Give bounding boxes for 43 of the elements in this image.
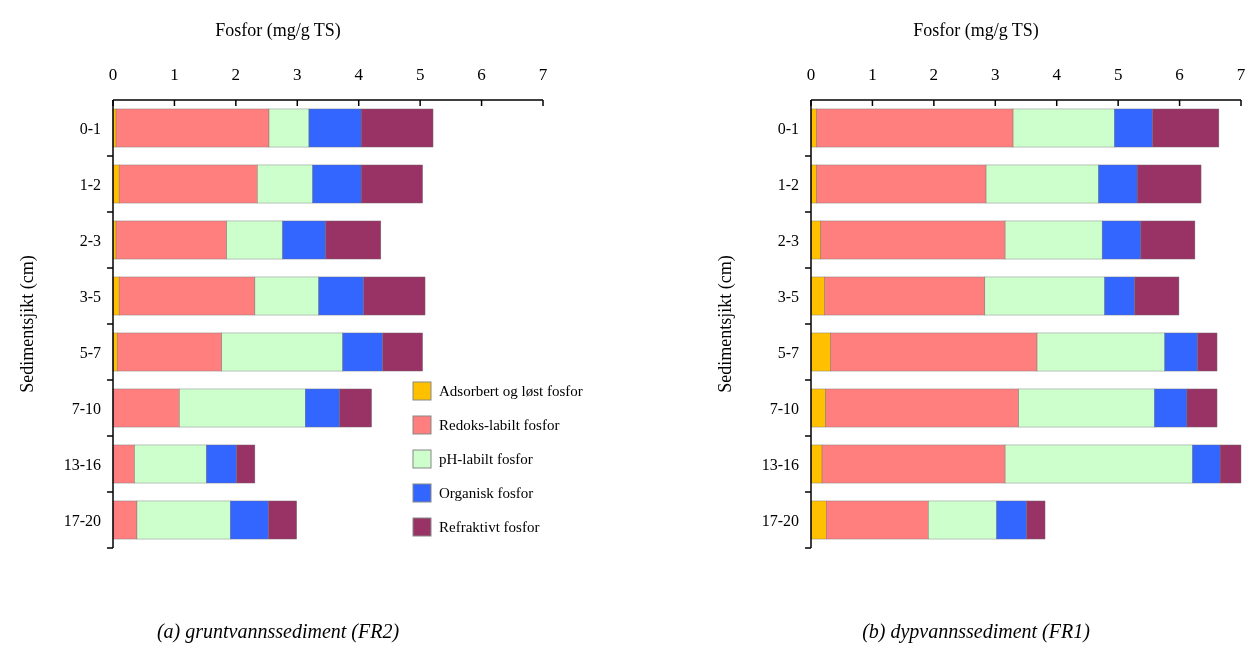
legend-label: Refraktivt fosfor: [439, 519, 540, 535]
y-tick-label: 2-3: [79, 232, 101, 249]
y-tick-label: 17-20: [761, 512, 799, 529]
y-axis-title: Sedimentsjikt (cm): [17, 255, 38, 393]
y-axis-title: Sedimentsjikt (cm): [715, 255, 736, 393]
x-tick-label: 7: [1236, 65, 1246, 84]
y-tick-label: 1-2: [777, 176, 799, 193]
x-tick-label: 5: [1113, 65, 1123, 84]
legend-label: Redoks-labilt fosfor: [439, 417, 560, 433]
x-tick-label: 1: [170, 65, 179, 84]
legend-label: Adsorbert og løst fosfor: [439, 383, 583, 399]
text: (a) gruntvannssediment (FR2): [156, 620, 400, 643]
chart-title: Fosfor (mg/g TS): [913, 20, 1039, 41]
x-tick-label: 5: [415, 65, 425, 84]
text: (b) dypvannssediment (FR1): [862, 620, 1091, 643]
y-tick-label: 17-20: [63, 512, 101, 529]
x-tick-label: 6: [1175, 65, 1184, 84]
x-tick-label: 4: [1052, 65, 1062, 84]
y-tick-label: 3-5: [79, 288, 101, 305]
x-tick-label: 0: [806, 65, 816, 84]
y-tick-label: 3-5: [777, 288, 799, 305]
x-tick-label: 1: [868, 65, 877, 84]
y-tick-label: 13-16: [63, 456, 101, 473]
y-tick-label: 2-3: [777, 232, 799, 249]
x-tick-label: 2: [231, 65, 241, 84]
chart-title: Fosfor (mg/g TS): [215, 20, 341, 41]
x-tick-label: 2: [929, 65, 939, 84]
x-tick-label: 0: [108, 65, 118, 84]
y-tick-label: 13-16: [761, 456, 799, 473]
y-tick-label: 0-1: [79, 120, 101, 137]
y-tick-label: 1-2: [79, 176, 101, 193]
y-tick-label: 5-7: [79, 344, 101, 361]
x-tick-label: 6: [477, 65, 486, 84]
y-tick-label: 7-10: [71, 400, 101, 417]
x-tick-label: 7: [538, 65, 548, 84]
x-tick-label: 4: [354, 65, 364, 84]
x-tick-label: 3: [293, 65, 302, 84]
legend-label: pH-labilt fosfor: [439, 451, 533, 467]
x-tick-label: 3: [991, 65, 1000, 84]
legend-label: Organisk fosfor: [439, 485, 534, 501]
y-tick-label: 5-7: [777, 344, 799, 361]
y-tick-label: 7-10: [769, 400, 799, 417]
y-tick-label: 0-1: [777, 120, 799, 137]
